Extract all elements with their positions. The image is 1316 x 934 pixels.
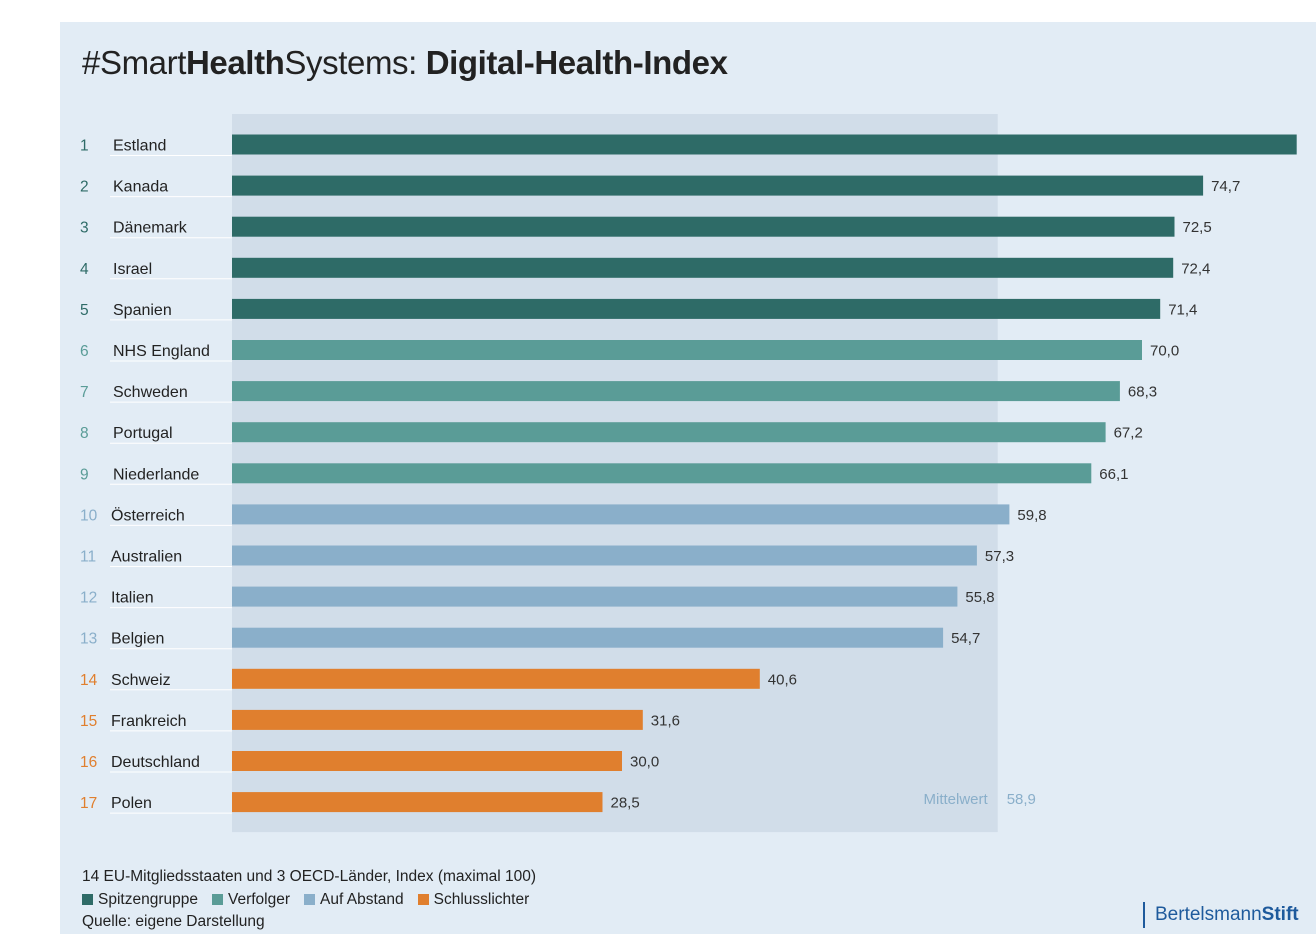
value-label: 72,4	[1181, 260, 1210, 277]
category-label: Spanien	[113, 302, 172, 319]
value-label: 55,8	[965, 589, 994, 606]
chart-footer: 14 EU-Mitgliedsstaaten und 3 OECD-Länder…	[82, 866, 543, 934]
rank-label: 8	[80, 425, 89, 442]
rank-label: 12	[80, 590, 97, 607]
bar	[232, 381, 1120, 402]
value-label: 31,6	[651, 712, 680, 729]
category-label: Portugal	[113, 425, 173, 442]
category-label: Belgien	[111, 631, 164, 648]
rank-label: 17	[80, 795, 97, 812]
chart-title: #SmartHealthSystems: Digital-Health-Inde…	[82, 44, 728, 82]
brand-part2: Stift	[1261, 904, 1299, 925]
rank-label: 3	[80, 220, 89, 237]
title-part-smart: #Smart	[82, 44, 186, 81]
bar	[232, 422, 1106, 443]
rank-label: 6	[80, 343, 89, 360]
legend-label: Auf Abstand	[320, 890, 404, 908]
value-label: 71,4	[1168, 301, 1197, 318]
legend-swatch	[304, 894, 316, 906]
rank-label: 11	[80, 549, 96, 566]
rank-label: 7	[80, 384, 89, 401]
bar	[232, 175, 1204, 196]
rank-label: 13	[80, 631, 97, 648]
legend-swatch	[82, 894, 93, 906]
brand-logo: BertelsmannStift	[1143, 902, 1299, 928]
legend-swatch	[417, 894, 429, 906]
bar	[232, 668, 760, 689]
bar	[232, 340, 1142, 360]
brand-part1: Bertelsmann	[1155, 904, 1262, 925]
category-label: Österreich	[111, 506, 185, 524]
bar	[232, 298, 1161, 319]
category-label: Israel	[113, 261, 152, 278]
bar	[232, 627, 944, 648]
legend-swatch	[211, 894, 223, 906]
category-label: Dänemark	[113, 220, 188, 237]
bar	[232, 792, 603, 813]
bar	[232, 709, 643, 730]
bar	[232, 216, 1175, 237]
category-label: Italien	[111, 590, 154, 607]
category-label: Kanada	[113, 179, 168, 196]
legend-label: Spitzengruppe	[98, 890, 198, 908]
legend-item-spitzengruppe: Spitzengruppe	[82, 889, 198, 912]
legend-label: Schlusslichter	[433, 890, 530, 908]
value-label: 66,1	[1099, 466, 1128, 483]
legend-item-schlusslichter: Schlusslichter	[417, 889, 530, 912]
mean-label: Mittelwert	[924, 791, 989, 808]
footer-source: Quelle: eigene Darstellung	[82, 913, 265, 930]
category-label: Schweiz	[111, 672, 171, 689]
value-label: 67,2	[1114, 425, 1143, 442]
value-label: 30,0	[630, 754, 659, 771]
bar	[232, 504, 1010, 525]
rank-label: 15	[80, 713, 97, 730]
category-label: Schweden	[113, 384, 188, 401]
legend-item-verfolger: Verfolger	[211, 889, 291, 912]
legend-label: Verfolger	[227, 890, 291, 908]
legend: Spitzengruppe Verfolger Auf Abstand Schl…	[82, 889, 543, 912]
mean-value-label: 58,9	[1007, 791, 1036, 808]
value-label: 74,7	[1211, 178, 1240, 195]
value-label: 40,6	[768, 671, 797, 688]
rank-label: 10	[80, 507, 98, 524]
rank-label: 14	[80, 672, 98, 689]
rank-label: 9	[80, 466, 89, 483]
footer-subtitle: 14 EU-Mitgliedsstaaten und 3 OECD-Länder…	[82, 868, 537, 885]
category-label: NHS England	[113, 343, 210, 360]
bar	[232, 463, 1092, 484]
title-part-systems: Systems:	[284, 44, 417, 81]
category-label: Polen	[111, 795, 152, 812]
category-label: Australien	[111, 549, 182, 566]
value-label: 28,5	[611, 795, 640, 812]
rank-label: 1	[80, 138, 89, 155]
bar	[232, 545, 977, 566]
rank-label: 2	[80, 179, 89, 196]
value-label: 72,5	[1183, 219, 1212, 236]
rank-label: 5	[80, 302, 89, 319]
rank-label: 4	[80, 261, 89, 278]
value-label: 70,0	[1150, 343, 1179, 360]
legend-item-auf-abstand: Auf Abstand	[304, 889, 404, 912]
category-label: Frankreich	[111, 713, 187, 730]
bar	[232, 257, 1174, 278]
bar	[232, 134, 1297, 155]
bar	[232, 751, 622, 771]
value-label: 54,7	[951, 630, 980, 647]
category-label: Estland	[113, 138, 166, 155]
title-part-health: Health	[185, 44, 285, 81]
category-label: Deutschland	[111, 754, 200, 771]
value-label: 57,3	[985, 548, 1014, 565]
bar	[232, 586, 958, 607]
rank-label: 16	[80, 754, 97, 771]
value-label: 68,3	[1128, 384, 1157, 401]
value-label: 59,8	[1017, 507, 1046, 524]
category-label: Niederlande	[113, 466, 199, 483]
title-part-index: Digital-Health-Index	[425, 44, 728, 81]
